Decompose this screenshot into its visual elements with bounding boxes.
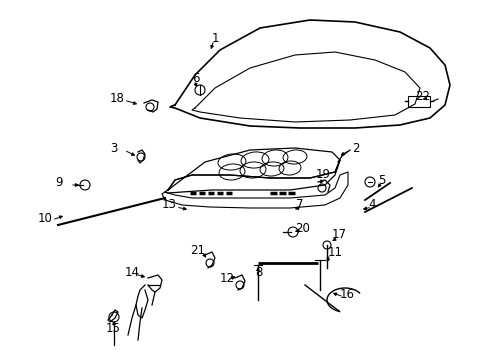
Text: 6: 6 bbox=[192, 72, 199, 85]
Text: 9: 9 bbox=[55, 176, 62, 189]
Text: 15: 15 bbox=[106, 321, 121, 334]
Text: 20: 20 bbox=[294, 221, 309, 234]
Text: 17: 17 bbox=[331, 229, 346, 242]
Text: 21: 21 bbox=[190, 243, 204, 256]
Text: 10: 10 bbox=[38, 211, 53, 225]
Text: 4: 4 bbox=[367, 198, 375, 211]
Text: 14: 14 bbox=[125, 266, 140, 279]
Text: 12: 12 bbox=[220, 271, 235, 284]
Text: 16: 16 bbox=[339, 288, 354, 302]
Text: 18: 18 bbox=[110, 91, 124, 104]
Text: 11: 11 bbox=[327, 246, 342, 258]
Text: 1: 1 bbox=[212, 31, 219, 45]
Text: 19: 19 bbox=[315, 168, 330, 181]
Text: 5: 5 bbox=[377, 174, 385, 186]
Text: 22: 22 bbox=[414, 90, 429, 103]
Text: 7: 7 bbox=[295, 198, 303, 211]
Text: 2: 2 bbox=[351, 141, 359, 154]
Text: 3: 3 bbox=[110, 141, 117, 154]
Text: 13: 13 bbox=[162, 198, 177, 211]
Text: 8: 8 bbox=[254, 266, 262, 279]
